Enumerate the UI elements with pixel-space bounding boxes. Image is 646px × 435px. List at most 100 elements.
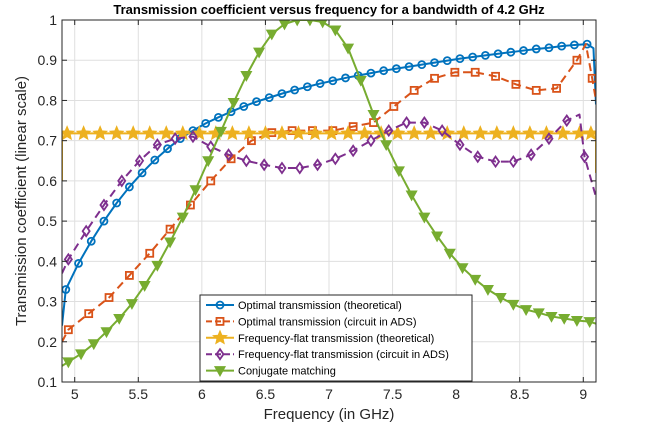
y-tick-label: 0.4 xyxy=(38,253,58,269)
data-point-marker xyxy=(99,216,109,226)
data-point-marker xyxy=(312,158,323,172)
data-point-marker xyxy=(202,156,215,168)
data-point-marker xyxy=(99,198,109,212)
data-point-marker xyxy=(470,67,480,77)
data-point-marker xyxy=(469,274,482,286)
data-point-marker xyxy=(532,308,545,320)
data-point-marker xyxy=(430,58,439,68)
data-point-marker xyxy=(62,125,76,141)
x-tick-label: 5.5 xyxy=(129,386,149,402)
data-point-marker xyxy=(389,102,399,111)
data-point-marker xyxy=(455,125,472,141)
data-point-marker xyxy=(323,125,340,141)
data-point-marker xyxy=(253,47,266,59)
x-tick-label: 6.5 xyxy=(256,386,276,402)
data-point-marker xyxy=(456,263,469,275)
series-line xyxy=(62,113,596,274)
legend-box xyxy=(199,294,473,382)
data-point-marker xyxy=(290,125,307,141)
data-point-marker xyxy=(570,315,583,327)
x-tick-label: 8 xyxy=(452,386,460,402)
data-point-marker xyxy=(164,237,177,249)
data-point-marker xyxy=(75,349,88,361)
data-point-marker xyxy=(455,54,465,64)
data-point-marker xyxy=(125,299,138,310)
data-point-marker xyxy=(555,125,571,141)
data-point-marker xyxy=(330,152,340,166)
data-point-marker xyxy=(480,50,490,60)
data-point-marker xyxy=(569,40,579,50)
data-point-marker xyxy=(582,125,596,141)
data-point-marker xyxy=(151,260,164,272)
data-point-marker xyxy=(165,224,175,234)
data-point-marker xyxy=(379,66,389,76)
data-point-marker xyxy=(341,73,350,83)
data-point-marker xyxy=(189,185,202,197)
data-point-marker xyxy=(544,132,554,146)
data-point-marker xyxy=(87,339,100,351)
data-point-marker xyxy=(277,161,287,175)
data-point-marker xyxy=(206,140,216,154)
data-point-marker xyxy=(493,49,503,59)
y-tick-label: 0.1 xyxy=(38,374,58,390)
data-point-marker xyxy=(223,148,234,162)
data-point-marker xyxy=(81,224,91,238)
data-point-marker xyxy=(329,25,342,37)
data-point-marker xyxy=(384,124,394,138)
data-point-marker xyxy=(418,212,431,224)
data-point-marker xyxy=(419,115,429,130)
x-tick-label: 8.5 xyxy=(510,386,530,402)
data-point-marker xyxy=(290,85,300,95)
data-point-marker xyxy=(391,64,401,74)
data-point-marker xyxy=(437,124,447,138)
legend-marker xyxy=(215,316,225,326)
data-point-marker xyxy=(277,89,287,99)
x-axis-label: Frequency (in GHz) xyxy=(264,406,395,423)
x-tick-label: 7.5 xyxy=(383,386,403,402)
data-point-marker xyxy=(430,73,439,83)
legend-marker xyxy=(212,329,228,345)
data-point-marker xyxy=(508,155,518,169)
data-point-marker xyxy=(63,325,73,335)
data-point-marker xyxy=(86,236,96,246)
data-point-marker xyxy=(317,20,328,29)
data-point-marker xyxy=(442,56,452,66)
y-tick-label: 0.6 xyxy=(38,173,58,189)
data-point-marker xyxy=(348,122,358,131)
series-group xyxy=(62,43,596,343)
y-tick-label: 1 xyxy=(49,12,57,28)
data-point-marker xyxy=(557,41,567,51)
data-point-marker xyxy=(507,299,520,311)
data-point-marker xyxy=(174,125,191,141)
data-point-marker xyxy=(74,258,83,268)
data-point-marker xyxy=(274,125,290,141)
data-point-marker xyxy=(152,138,162,152)
data-point-marker xyxy=(264,93,274,103)
data-point-marker xyxy=(404,62,414,72)
data-point-marker xyxy=(443,248,456,260)
data-point-marker xyxy=(124,271,134,280)
data-point-marker xyxy=(583,317,596,329)
data-point-marker xyxy=(315,79,325,88)
data-point-marker xyxy=(214,126,227,138)
data-point-marker xyxy=(137,168,147,178)
data-point-marker xyxy=(108,125,125,141)
data-point-marker xyxy=(201,118,211,128)
data-point-marker xyxy=(63,252,73,266)
data-point-marker xyxy=(240,125,257,141)
x-tick-label: 7 xyxy=(325,386,333,402)
data-point-marker xyxy=(455,138,465,152)
data-point-marker xyxy=(117,174,127,188)
legend-label: Conjugate matching xyxy=(238,366,336,378)
x-tick-label: 9 xyxy=(579,386,587,402)
data-point-marker xyxy=(138,280,151,292)
data-point-marker xyxy=(340,125,357,141)
data-point-marker xyxy=(472,125,489,141)
data-point-marker xyxy=(431,231,444,243)
data-point-marker xyxy=(342,43,355,55)
data-point-marker xyxy=(468,52,478,62)
legend-marker xyxy=(215,300,225,310)
data-point-marker xyxy=(511,79,521,89)
data-point-marker xyxy=(188,130,198,144)
